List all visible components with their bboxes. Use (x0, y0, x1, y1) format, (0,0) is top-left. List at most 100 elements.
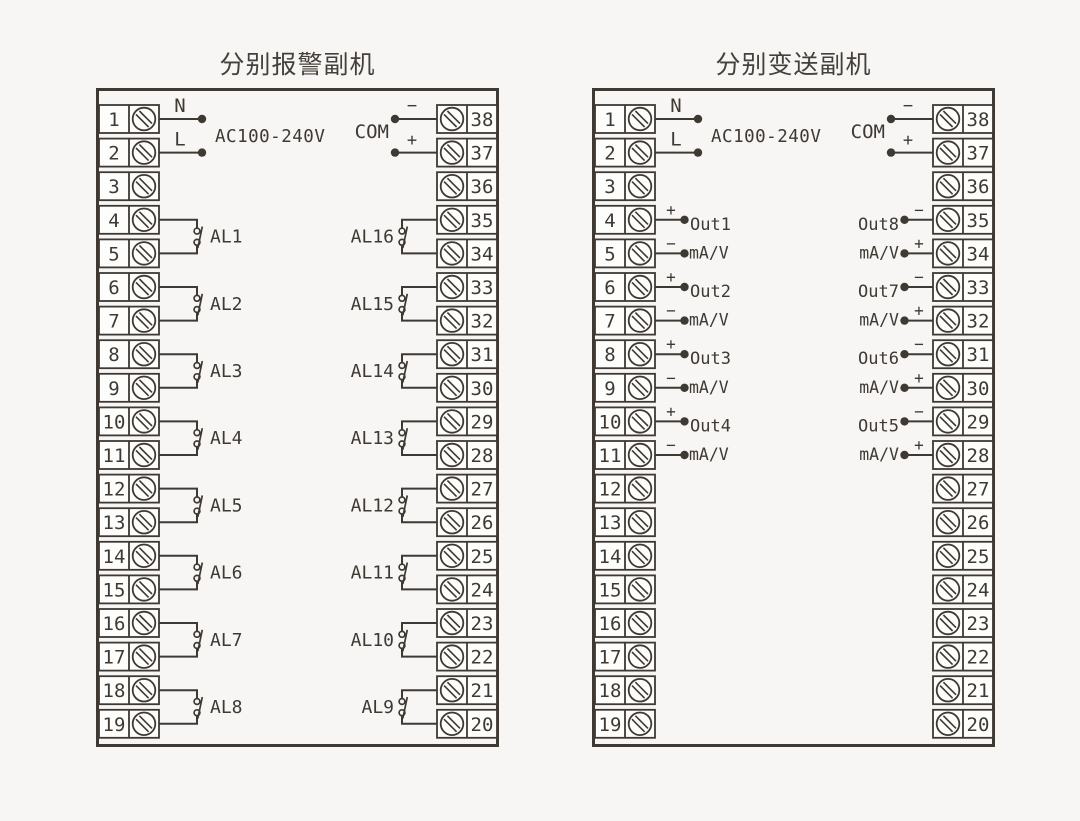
screw-slot (446, 211, 461, 225)
terminal-number: 34 (471, 243, 494, 265)
terminal-number: 14 (599, 546, 622, 568)
polarity-sign: − (666, 368, 676, 387)
contact-point (193, 496, 201, 504)
screw-slot (135, 147, 150, 162)
screw-slot (135, 449, 150, 464)
terminal-14: 14 (594, 540, 656, 571)
screw-slot (443, 113, 458, 128)
output-label: Out5 (858, 416, 899, 436)
terminal-number: 3 (108, 176, 119, 198)
neutral-label: N (174, 95, 185, 117)
polarity-sign: − (666, 301, 676, 320)
screw-head (935, 342, 961, 367)
screw-head (935, 711, 961, 737)
screw-icon (627, 510, 653, 535)
terminal-number: 5 (108, 243, 119, 265)
terminal-22: 22 (932, 641, 994, 672)
terminal-number: 6 (604, 277, 615, 299)
terminal-number: 20 (967, 714, 990, 736)
terminal-38: 38 (932, 104, 994, 134)
contact-point (398, 630, 406, 639)
terminal-number: 24 (471, 579, 494, 601)
screw-head (627, 308, 653, 333)
contact-point (193, 630, 201, 639)
connection-dot (886, 114, 896, 124)
screw-slot (631, 617, 646, 632)
wire (401, 514, 437, 524)
terminal-number: 11 (103, 445, 126, 467)
screw-icon (131, 106, 157, 132)
relay-contact-AL9: AL9 (361, 689, 437, 725)
screw-icon (627, 342, 653, 367)
screw-icon (935, 375, 961, 401)
screw-slot (443, 685, 458, 699)
connection-dot (680, 450, 689, 460)
output-label: Out8 (858, 215, 899, 235)
terminal-number: 37 (471, 143, 494, 165)
terminal-number: 15 (599, 579, 622, 601)
terminal-number: 2 (604, 143, 615, 165)
wire (159, 353, 198, 363)
screw-slot (634, 379, 649, 393)
screw-slot (942, 547, 957, 561)
screw-slot (446, 648, 461, 662)
polarity-sign: + (914, 436, 924, 455)
contact-blade (196, 226, 204, 249)
screw-slot (446, 446, 461, 461)
output-label: Out3 (690, 349, 731, 369)
output-label: mA/V (859, 243, 899, 262)
terminal-35: 35 (436, 204, 498, 235)
terminal-number: 25 (967, 546, 990, 568)
screw-icon (935, 342, 961, 367)
wire (401, 312, 437, 322)
screw-slot (631, 181, 646, 195)
contact-point (398, 428, 406, 437)
wire (401, 446, 437, 456)
screw-head (627, 207, 653, 233)
terminal-number: 11 (599, 445, 622, 467)
terminal-14: 14 (98, 540, 160, 571)
terminal-number: 23 (471, 613, 494, 635)
wire (159, 286, 198, 296)
contact-blade (401, 428, 409, 450)
diagram-title-transmit: 分别变送副机 (715, 52, 872, 79)
terminal-5: 5 (594, 238, 656, 269)
terminal-number: 4 (604, 210, 615, 232)
screw-icon (131, 342, 157, 367)
screw-slot (135, 281, 150, 296)
screw-slot (443, 281, 458, 296)
output-label: mA/V (859, 445, 899, 464)
panel-drawing: 1234567891011121314151617181938373635343… (592, 88, 995, 747)
screw-head (935, 375, 961, 401)
contact-blade (196, 629, 204, 652)
screw-slot (135, 181, 150, 195)
screw-slot (138, 446, 153, 461)
contact-blade (196, 562, 204, 585)
terminal-number: 21 (967, 680, 990, 702)
output-label: Out1 (690, 215, 731, 235)
contact-label: AL2 (210, 294, 243, 315)
connection-dot (900, 316, 909, 325)
terminal-number: 17 (599, 647, 622, 669)
terminal-number: 9 (108, 378, 119, 400)
contact-blade (196, 495, 204, 518)
live-label: L (174, 129, 185, 151)
output-wiring-terminal-32: + mA/V (859, 301, 933, 330)
screw-icon (935, 644, 961, 669)
polarity-sign: − (914, 200, 924, 219)
terminal-number: 9 (604, 378, 615, 400)
screw-head (935, 173, 961, 199)
screw-head (131, 375, 157, 401)
polarity-sign: + (914, 368, 924, 387)
screw-icon (439, 173, 465, 199)
screw-icon (439, 308, 465, 333)
screw-head (131, 543, 157, 569)
screw-slot (135, 718, 150, 733)
terminal-29: 29 (436, 406, 498, 437)
screw-head (627, 106, 653, 132)
terminal-23: 23 (436, 608, 498, 638)
terminal-10: 10 (98, 406, 160, 437)
terminal-27: 27 (436, 473, 498, 504)
screw-head (935, 610, 961, 636)
